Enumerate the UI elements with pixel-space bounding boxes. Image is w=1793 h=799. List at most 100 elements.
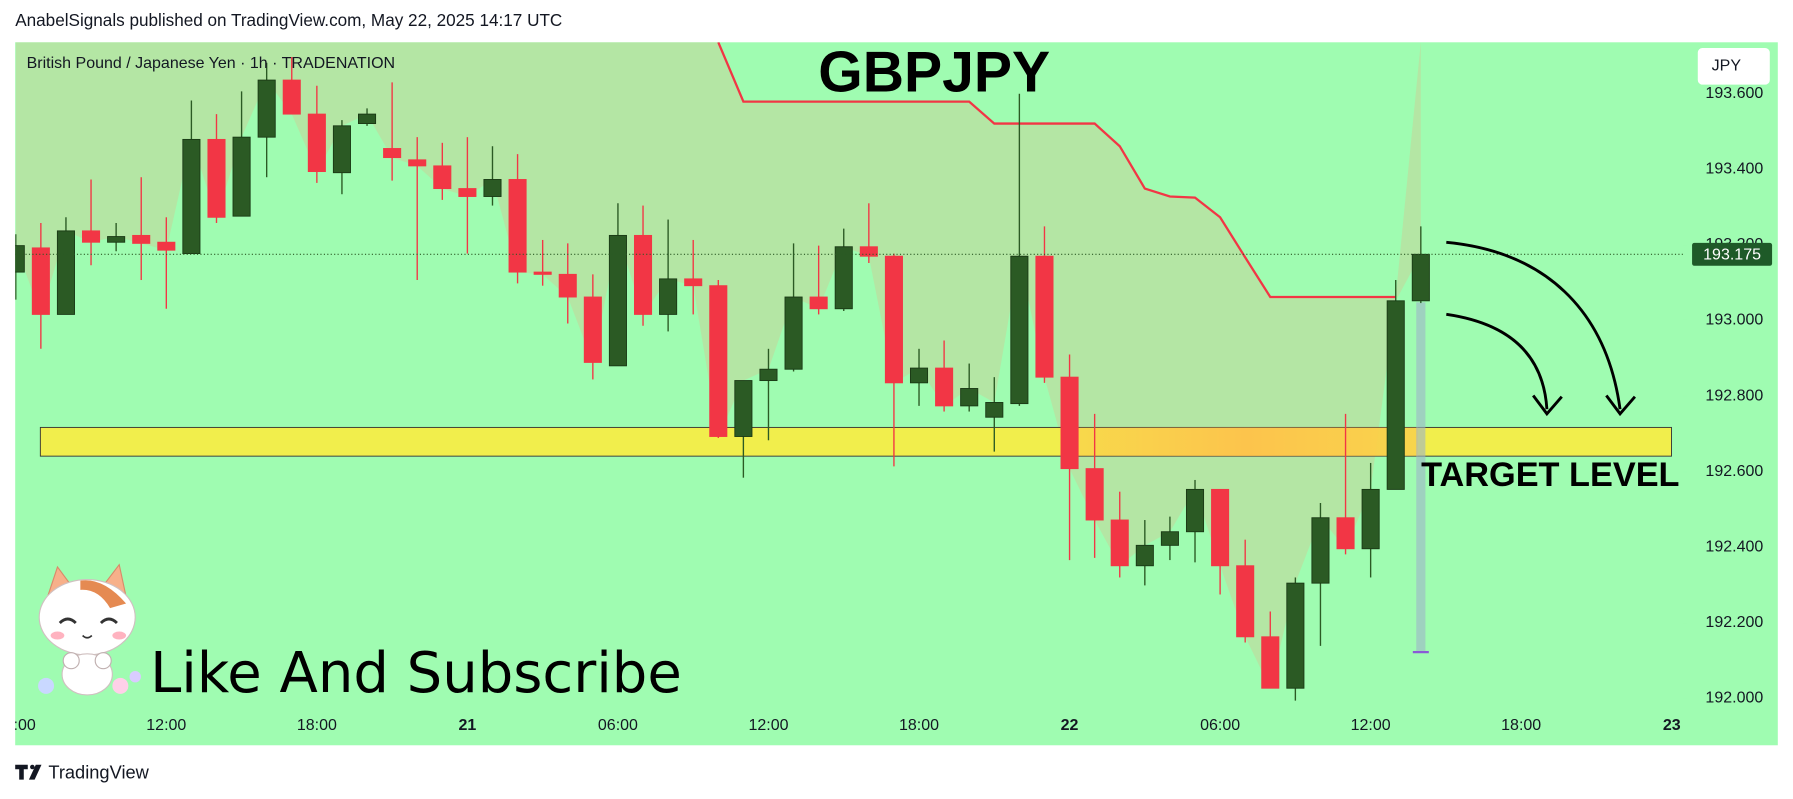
call-to-action: Like And Subscribe [150, 641, 682, 706]
candle-body [358, 113, 377, 125]
candle-body [483, 179, 502, 197]
x-tick-label: 06:00 [1200, 717, 1240, 734]
currency-box[interactable] [1697, 48, 1770, 85]
candle-body [157, 241, 176, 251]
candle-body [1060, 376, 1079, 470]
chart-title: GBPJPY [818, 41, 1050, 105]
x-tick-label: 22 [1061, 717, 1079, 734]
candle-body [960, 388, 979, 407]
candle-body [734, 380, 753, 437]
x-tick-label: 12:00 [748, 717, 788, 734]
x-tick-label: 06:00 [0, 717, 36, 734]
candle-body [935, 367, 954, 407]
y-tick-label: 192.000 [1705, 690, 1763, 707]
candle-body [1411, 253, 1430, 302]
candle-body [985, 402, 1004, 418]
time-axis: 06:00 12:00 18:00 21 06:00 12:00 18:00 22 06:00 1… [0, 717, 1681, 734]
plot-area [15, 42, 1683, 701]
candle-body [1361, 488, 1380, 550]
candle-body [332, 125, 351, 174]
candle-body [533, 271, 552, 275]
x-tick-label: 12:00 [1351, 717, 1391, 734]
candle-body [1110, 519, 1129, 567]
candle-body [1085, 468, 1104, 521]
y-tick-label: 192.800 [1705, 387, 1763, 404]
candle-body [132, 234, 151, 244]
candle-body [508, 179, 527, 273]
current-price-tag [1692, 242, 1773, 266]
candle-body [433, 165, 452, 190]
candle-body [1010, 255, 1029, 405]
publish-info: AnabelSignals published on TradingView.c… [15, 10, 562, 30]
brand-name: TradingView [48, 762, 149, 783]
candle-body [307, 113, 326, 173]
candle-body [809, 296, 828, 310]
symbol-description: British Pound / Japanese Yen · 1h · TRAD… [27, 55, 395, 72]
candle-body [633, 234, 653, 315]
candle-body [1160, 531, 1179, 546]
candle-body [884, 255, 903, 384]
candle-body [684, 278, 703, 287]
candle-body [558, 273, 577, 298]
candle-body [82, 230, 101, 243]
candle-body [1135, 544, 1154, 567]
y-tick-label: 192.600 [1705, 463, 1763, 480]
candle-body [1236, 565, 1255, 638]
candle-body [232, 136, 251, 217]
x-tick-label: 23 [1663, 717, 1681, 734]
candle-body [834, 246, 853, 310]
candle-body [1261, 636, 1280, 689]
x-tick-label: 06:00 [598, 717, 638, 734]
candle-body [15, 245, 25, 273]
y-tick-label: 193.400 [1705, 161, 1763, 178]
candle-body [56, 230, 75, 315]
candle-body [659, 278, 678, 315]
y-tick-label: 193.000 [1705, 312, 1763, 329]
x-tick-label: 18:00 [899, 717, 939, 734]
overlay-line [717, 42, 1396, 299]
price-axis: 192.000 192.200 192.400 192.600 192.800 193.0… [1682, 85, 1773, 707]
y-tick-label: 192.400 [1705, 538, 1763, 555]
candle-body [909, 367, 929, 384]
candle-body [709, 285, 728, 437]
y-tick-label: 192.200 [1705, 614, 1763, 631]
x-tick-label: 12:00 [146, 717, 186, 734]
arrow-head [1532, 394, 1563, 417]
x-tick-label: 21 [458, 717, 476, 734]
position-highlight [1074, 427, 1418, 457]
candle-body [1035, 255, 1054, 378]
candle-body [784, 296, 803, 370]
candle-body [583, 296, 602, 363]
brand-logo [15, 764, 42, 780]
current-price-label: 193.175 [1703, 247, 1761, 264]
target-label: TARGET LEVEL [1421, 456, 1679, 494]
candle-body [257, 79, 276, 138]
mascot [38, 563, 141, 696]
arrow-head [1605, 394, 1636, 417]
candle-body [859, 246, 878, 257]
candle-body [608, 234, 627, 367]
candle-body [408, 159, 427, 167]
arrow [1446, 312, 1549, 410]
candle-body [31, 247, 50, 315]
candle-body [1286, 582, 1305, 689]
candle-body [458, 188, 477, 197]
y-tick-label: 193.600 [1705, 85, 1763, 102]
candle-body [1311, 517, 1330, 584]
candle-body [207, 138, 226, 218]
candle-body [182, 138, 201, 255]
candle-body [759, 368, 778, 382]
measure-bar [1416, 302, 1426, 651]
candle-body [383, 148, 402, 159]
currency-label[interactable]: JPY [1712, 58, 1742, 75]
arrow [1446, 240, 1622, 410]
x-tick-label: 18:00 [297, 717, 337, 734]
x-tick-label: 18:00 [1501, 717, 1541, 734]
candle-body [282, 79, 301, 115]
candle-body [1211, 488, 1230, 567]
candle-body [1386, 300, 1405, 490]
target-zone [39, 426, 1672, 457]
